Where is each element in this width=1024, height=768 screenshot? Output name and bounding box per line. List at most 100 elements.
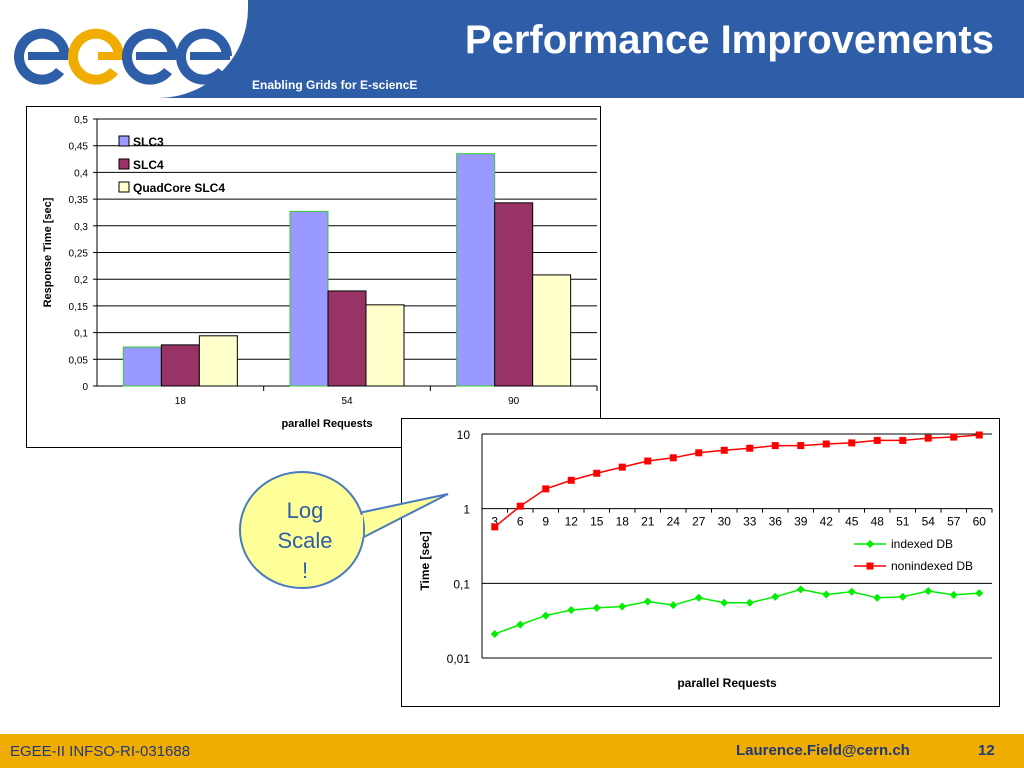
line-x-axis-label: parallel Requests: [677, 676, 777, 690]
line-x-tick-label: 48: [871, 515, 885, 529]
bar-slc3: [289, 210, 329, 387]
bar-slc3: [122, 346, 162, 387]
bar-x-tick-label: 18: [175, 396, 187, 407]
bar-y-tick-label: 0,45: [69, 142, 89, 153]
bar-slc4: [494, 202, 534, 387]
line-x-tick-label: 33: [743, 515, 757, 529]
slide-footer: EGEE-II INFSO-RI-031688 Laurence.Field@c…: [0, 734, 1024, 768]
bar-slc3: [456, 153, 496, 387]
line-point-nonindexed-db: [491, 523, 499, 531]
bar-legend-label: SLC3: [133, 135, 164, 149]
bar-slc4: [160, 344, 200, 387]
slide-title: Performance Improvements: [464, 18, 994, 62]
bar-x-tick-label: 54: [341, 396, 353, 407]
line-x-tick-label: 57: [947, 515, 961, 529]
line-point-indexed-db: [694, 593, 703, 602]
line-series-indexed-db: [494, 588, 980, 635]
footer-project-id: EGEE-II INFSO-RI-031688: [10, 743, 191, 760]
logo-panel: [0, 0, 248, 98]
line-y-tick-label: 0,1: [453, 577, 470, 591]
line-point-indexed-db: [567, 605, 576, 614]
line-point-nonindexed-db: [618, 463, 626, 471]
bar-y-tick-label: 0,1: [74, 329, 88, 340]
line-x-tick-label: 51: [896, 515, 910, 529]
bar-y-tick-label: 0,4: [74, 168, 88, 179]
bar-x-axis-label: parallel Requests: [281, 418, 372, 430]
line-point-indexed-db: [490, 629, 499, 638]
line-point-nonindexed-db: [746, 444, 754, 452]
line-y-tick-label: 0,01: [447, 652, 471, 666]
line-point-nonindexed-db: [542, 485, 550, 493]
line-point-indexed-db: [516, 620, 525, 629]
line-point-nonindexed-db: [873, 436, 881, 444]
line-x-tick-label: 60: [973, 515, 987, 529]
line-point-indexed-db: [541, 611, 550, 620]
line-legend-marker: [866, 562, 874, 570]
line-legend-label: indexed DB: [891, 537, 953, 551]
line-y-axis-label: Time [sec]: [418, 531, 432, 590]
line-point-indexed-db: [720, 598, 729, 607]
log-scale-callout: Log Scale !: [239, 471, 449, 589]
line-point-nonindexed-db: [669, 454, 677, 462]
line-x-tick-label: 42: [820, 515, 834, 529]
bar-slc4: [327, 290, 367, 387]
bar-chart: 0 0,05 0,1 0,15 0,2 0,25 0,3 0,35 0,4 0,45 0,5 18 54…: [42, 115, 598, 430]
bar-legend-swatch: [118, 181, 130, 193]
line-point-indexed-db: [643, 597, 652, 606]
line-y-tick-label: 10: [457, 428, 471, 442]
line-point-indexed-db: [873, 593, 882, 602]
line-point-nonindexed-db: [822, 440, 830, 448]
line-x-tick-label: 39: [794, 515, 808, 529]
line-x-tick-label: 45: [845, 515, 859, 529]
line-point-nonindexed-db: [593, 469, 601, 477]
bar-y-tick-label: 0,15: [69, 302, 89, 313]
line-x-tick-label: 36: [769, 515, 783, 529]
bar-legend-label: SLC4: [133, 158, 164, 172]
line-point-nonindexed-db: [567, 476, 575, 484]
line-point-nonindexed-db: [516, 502, 524, 510]
line-point-nonindexed-db: [975, 431, 983, 439]
line-y-tick-label: 1: [463, 503, 470, 517]
line-point-nonindexed-db: [797, 442, 805, 450]
bar-y-axis-label: Response Time [sec]: [42, 197, 54, 307]
line-x-tick-label: 30: [718, 515, 732, 529]
bar-quadcore-slc4: [198, 335, 238, 387]
line-point-indexed-db: [924, 586, 933, 595]
bar-y-tick-label: 0,2: [74, 275, 88, 286]
bar-y-tick-label: 0,35: [69, 195, 89, 206]
line-x-tick-label: 9: [542, 515, 549, 529]
line-legend-label: nonindexed DB: [891, 559, 973, 573]
bar-chart-frame: 0 0,05 0,1 0,15 0,2 0,25 0,3 0,35 0,4 0,45 0,5 18 54…: [26, 106, 601, 448]
line-point-indexed-db: [618, 602, 627, 611]
slide-header: Performance Improvements Enabling Grids …: [0, 0, 1024, 98]
bar-quadcore-slc4: [365, 304, 405, 387]
line-point-indexed-db: [592, 603, 601, 612]
egee-logo: [14, 28, 232, 85]
line-point-nonindexed-db: [899, 436, 907, 444]
line-x-tick-label: 12: [565, 515, 579, 529]
bar-y-tick-label: 0,25: [69, 249, 89, 260]
line-point-nonindexed-db: [771, 442, 779, 450]
callout-line-1: Log: [287, 498, 324, 523]
callout-line-2: Scale: [277, 528, 332, 553]
footer-page-number: 12: [978, 742, 995, 759]
line-point-nonindexed-db: [848, 439, 856, 447]
line-x-tick-label: 21: [641, 515, 655, 529]
footer-email: Laurence.Field@cern.ch: [736, 742, 910, 759]
line-point-nonindexed-db: [720, 446, 728, 454]
bar-x-tick-label: 90: [508, 396, 520, 407]
line-point-indexed-db: [949, 590, 958, 599]
line-x-tick-label: 24: [667, 515, 681, 529]
line-x-tick-label: 54: [922, 515, 936, 529]
line-x-tick-label: 3: [491, 515, 498, 529]
bar-y-tick-label: 0,5: [74, 115, 88, 126]
line-point-indexed-db: [745, 598, 754, 607]
bar-y-tick-label: 0,3: [74, 222, 88, 233]
line-point-indexed-db: [771, 592, 780, 601]
line-point-indexed-db: [822, 590, 831, 599]
bar-y-tick-label: 0: [82, 382, 88, 393]
line-point-nonindexed-db: [950, 433, 958, 441]
line-x-tick-label: 27: [692, 515, 706, 529]
line-x-tick-label: 18: [616, 515, 630, 529]
